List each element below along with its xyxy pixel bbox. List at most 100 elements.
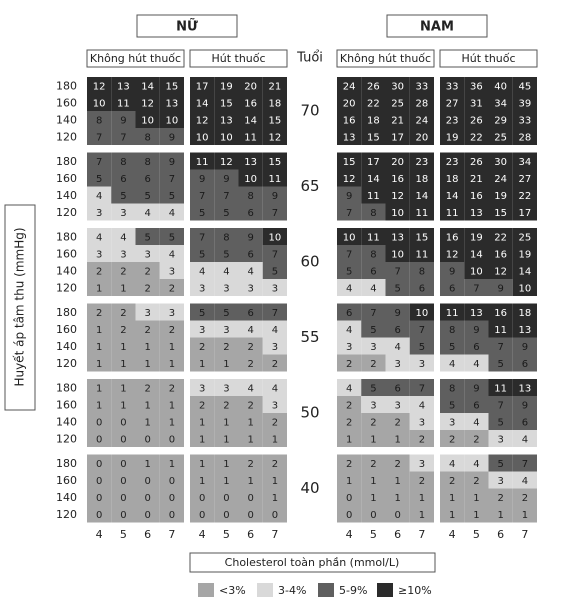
risk-cell	[512, 488, 537, 506]
risk-value: 5	[144, 233, 150, 244]
risk-cell	[238, 169, 263, 187]
risk-value: 6	[394, 325, 400, 336]
risk-cell	[238, 245, 263, 262]
risk-value: 1	[120, 359, 126, 370]
risk-cell	[488, 505, 513, 523]
risk-value: 0	[120, 476, 126, 487]
risk-cell	[361, 396, 386, 413]
risk-value: 15	[269, 157, 282, 168]
risk-value: 14	[141, 82, 154, 93]
risk-cell	[440, 430, 465, 447]
risk-cell	[87, 279, 112, 296]
risk-cell	[159, 245, 184, 262]
risk-value: 1	[419, 493, 425, 504]
risk-cell	[159, 454, 184, 472]
risk-value: 11	[244, 133, 257, 144]
risk-cell	[190, 203, 215, 221]
risk-value: 3	[199, 384, 205, 395]
risk-cell	[111, 245, 136, 262]
legend-label: 5-9%	[339, 584, 367, 597]
risk-cell	[361, 169, 386, 187]
y-tick-label: 140	[56, 189, 77, 202]
risk-value: 3	[169, 308, 175, 319]
risk-cell	[488, 413, 513, 430]
risk-value: 2	[96, 267, 102, 278]
risk-cell	[512, 128, 537, 145]
risk-cell	[135, 128, 160, 145]
risk-value: 39	[519, 99, 532, 110]
risk-cell	[488, 169, 513, 187]
risk-value: 14	[416, 191, 429, 202]
risk-cell	[87, 245, 112, 262]
risk-cell	[385, 413, 410, 430]
risk-value: 2	[144, 284, 150, 295]
risk-cell	[488, 279, 513, 296]
risk-cell	[238, 77, 263, 94]
risk-value: 0	[144, 510, 150, 521]
risk-value: 18	[269, 99, 282, 110]
risk-value: 13	[391, 233, 404, 244]
risk-cell	[385, 320, 410, 338]
risk-cell	[337, 505, 362, 523]
risk-value: 18	[416, 174, 429, 185]
risk-cell	[111, 337, 136, 355]
risk-cell	[238, 94, 263, 111]
y-tick-label: 160	[56, 323, 77, 336]
y-tick-label: 180	[56, 382, 77, 395]
risk-value: 16	[470, 191, 483, 202]
risk-cell	[361, 337, 386, 355]
risk-cell	[488, 320, 513, 338]
risk-value: 4	[522, 476, 528, 487]
risk-value: 10	[391, 250, 404, 261]
risk-cell	[488, 228, 513, 245]
risk-value: 0	[120, 418, 126, 429]
risk-value: 8	[96, 116, 102, 127]
risk-cell	[159, 488, 184, 506]
risk-value: 1	[96, 359, 102, 370]
risk-value: 19	[494, 191, 507, 202]
risk-value: 2	[370, 359, 376, 370]
risk-cell	[512, 203, 537, 221]
risk-value: 7	[419, 384, 425, 395]
risk-value: 1	[144, 401, 150, 412]
risk-cell	[87, 413, 112, 430]
risk-value: 5	[370, 384, 376, 395]
risk-value: 1	[370, 476, 376, 487]
risk-cell	[512, 430, 537, 447]
risk-value: 5	[272, 267, 278, 278]
risk-value: 22	[470, 133, 483, 144]
risk-value: 0	[96, 510, 102, 521]
risk-value: 0	[247, 510, 253, 521]
risk-cell	[385, 396, 410, 413]
risk-cell	[440, 396, 465, 413]
risk-value: 30	[494, 157, 507, 168]
risk-cell	[409, 262, 434, 279]
risk-value: 15	[269, 116, 282, 127]
risk-cell	[159, 94, 184, 111]
risk-value: 1	[199, 459, 205, 470]
risk-cell	[190, 454, 215, 472]
risk-cell	[159, 279, 184, 296]
risk-value: 3	[199, 284, 205, 295]
risk-value: 5	[497, 418, 503, 429]
age-value: 40	[300, 479, 319, 497]
risk-value: 12	[391, 191, 404, 202]
risk-cell	[262, 488, 287, 506]
risk-value: 4	[473, 418, 479, 429]
risk-cell	[488, 471, 513, 489]
risk-value: 0	[223, 510, 229, 521]
risk-value: 1	[144, 359, 150, 370]
x-axis-label-box	[189, 552, 436, 573]
risk-value: 20	[416, 133, 429, 144]
risk-cell	[238, 303, 263, 321]
risk-cell	[385, 228, 410, 245]
risk-cell	[440, 169, 465, 187]
risk-cell	[464, 245, 489, 262]
risk-value: 8	[120, 157, 126, 168]
risk-cell	[488, 303, 513, 321]
risk-value: 1	[120, 384, 126, 395]
risk-cell	[135, 111, 160, 128]
risk-value: 4	[522, 435, 528, 446]
risk-value: 19	[519, 250, 532, 261]
x-tick-label: 4	[96, 528, 103, 541]
